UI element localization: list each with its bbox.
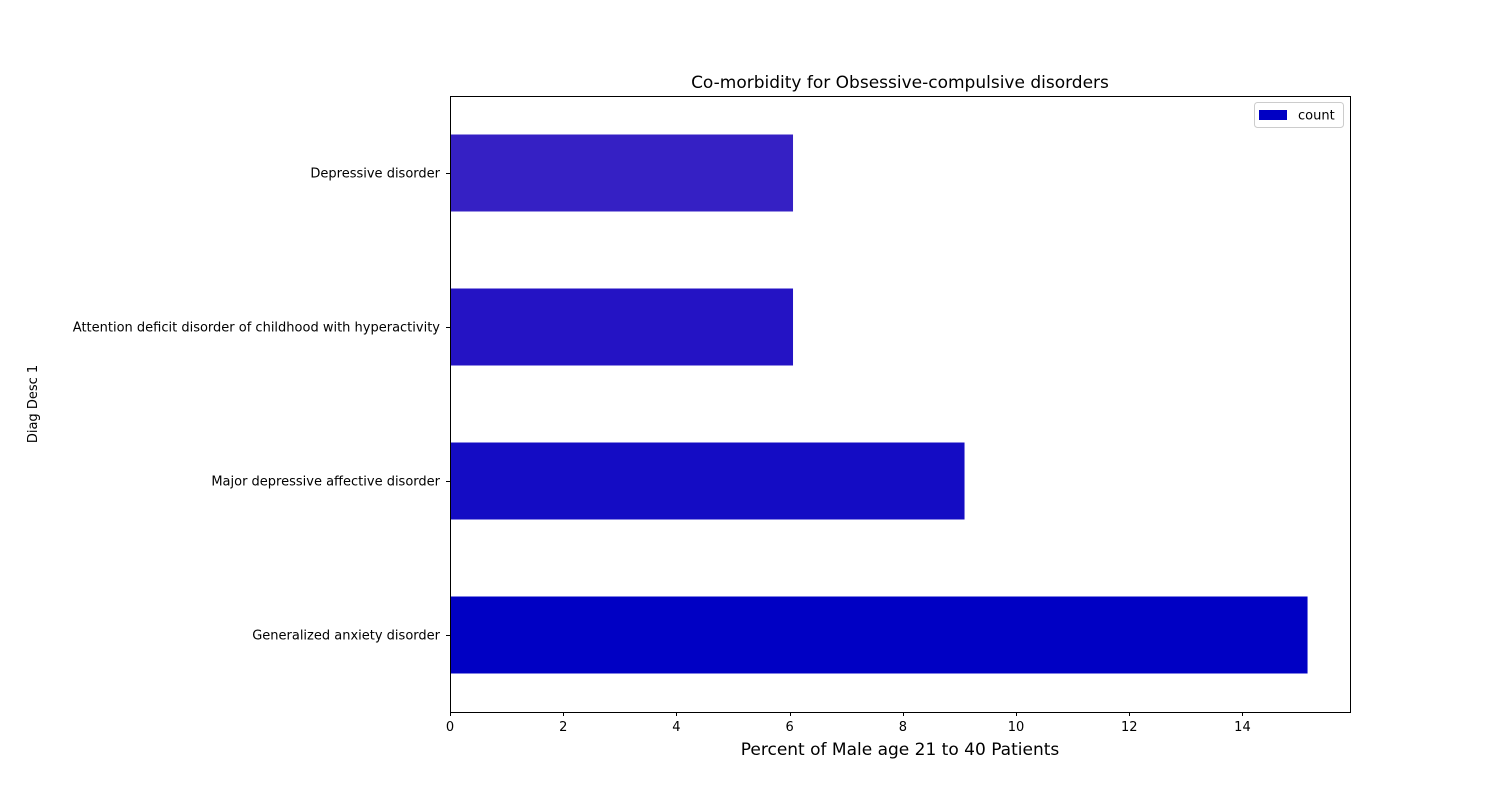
x-tick-label: 4	[672, 720, 680, 735]
y-tick-label: Major depressive affective disorder	[211, 475, 440, 490]
bar-3	[450, 288, 794, 366]
legend-swatch	[1259, 110, 1287, 120]
legend-label: count	[1298, 109, 1335, 124]
x-tick-label: 2	[559, 720, 567, 735]
x-tick-label: 0	[446, 720, 454, 735]
bars-layer	[450, 134, 1308, 674]
plot-frame	[450, 96, 1351, 713]
y-tick-label: Generalized anxiety disorder	[252, 629, 440, 644]
chart-title: Co-morbidity for Obsessive-compulsive di…	[691, 73, 1109, 93]
bar-4	[450, 134, 794, 212]
x-ticks: 0 2 4 6 8 10 12 14	[446, 712, 1251, 735]
x-tick-label: 8	[899, 720, 907, 735]
x-tick-label: 12	[1121, 720, 1138, 735]
legend-frame	[1254, 102, 1344, 128]
bar-2	[450, 442, 965, 520]
y-axis-label: Diag Desc 1	[26, 365, 41, 443]
x-tick-label: 6	[785, 720, 793, 735]
x-tick-label: 10	[1008, 720, 1025, 735]
x-axis-label: Percent of Male age 21 to 40 Patients	[741, 740, 1060, 760]
x-tick-label: 14	[1234, 720, 1251, 735]
y-ticks: Generalized anxiety disorder Major depres…	[73, 167, 450, 644]
legend: count	[1254, 102, 1344, 128]
y-tick-label: Depressive disorder	[310, 167, 440, 182]
y-tick-label: Attention deficit disorder of childhood …	[73, 321, 441, 336]
bar-1	[450, 596, 1308, 674]
